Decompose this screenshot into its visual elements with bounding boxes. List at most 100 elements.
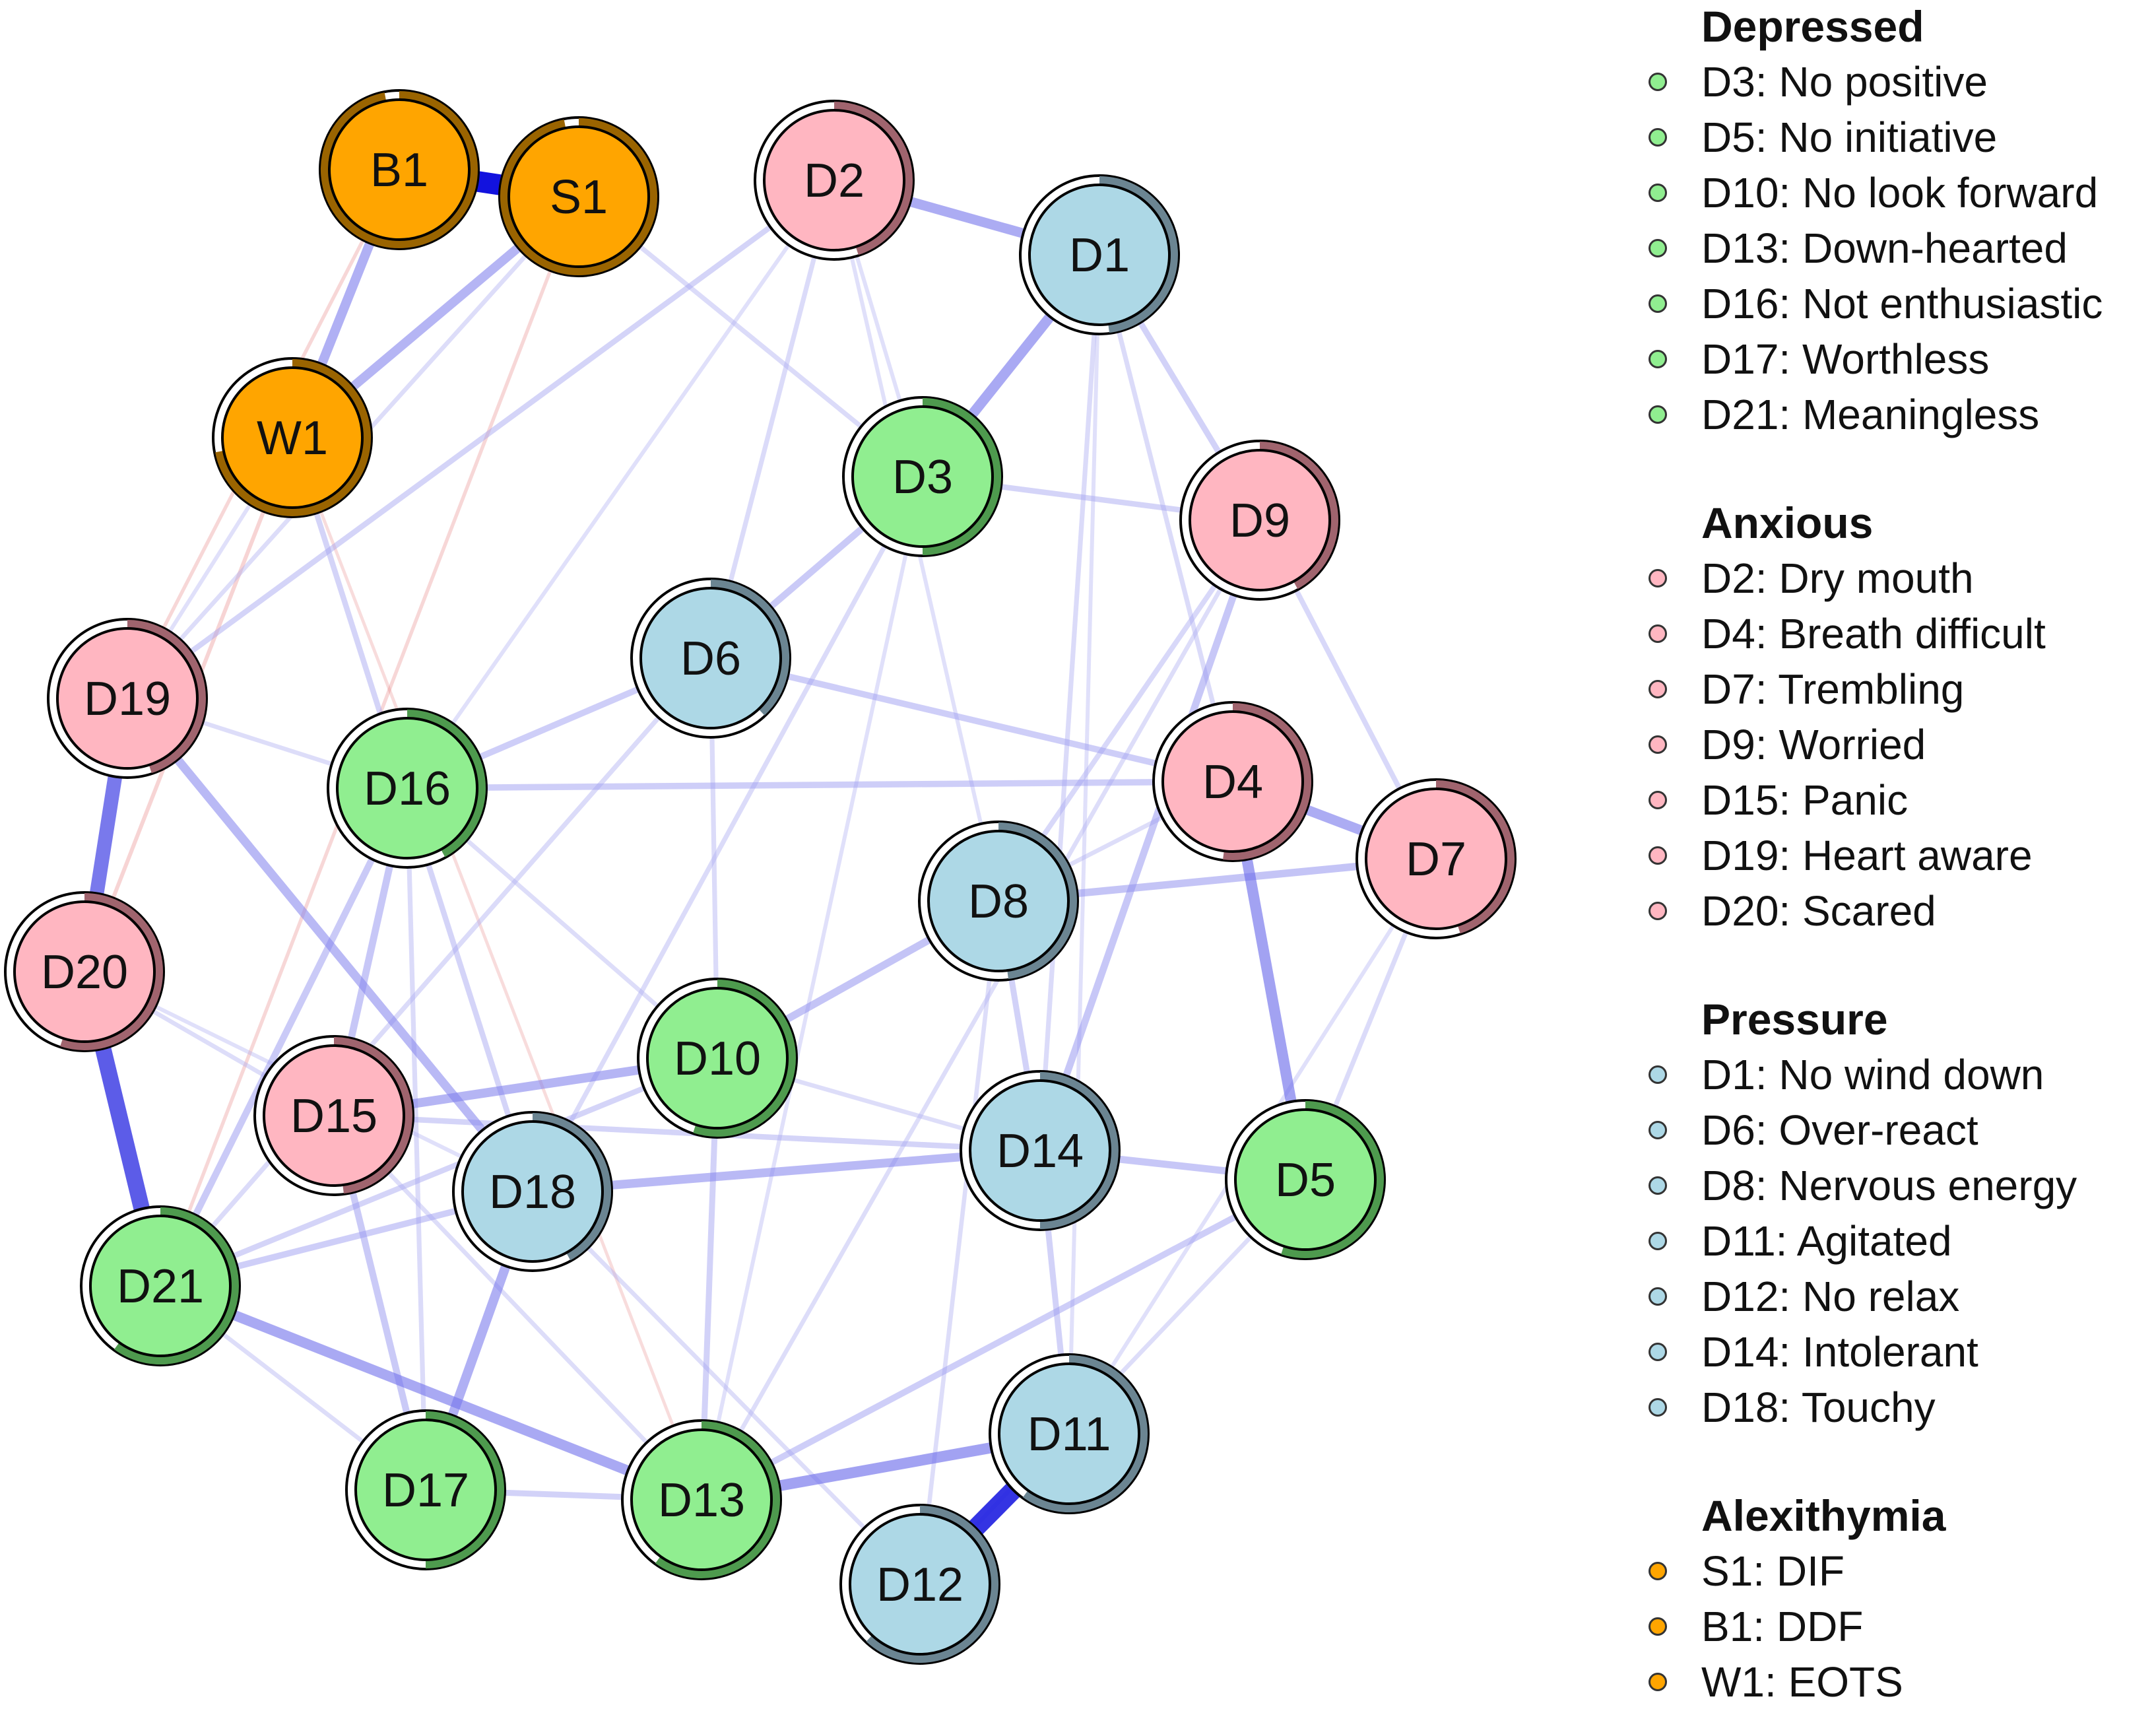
legend-item: D16: Not enthusiastic (1630, 277, 2151, 333)
legend-item-label: D15: Panic (1701, 776, 1909, 824)
edge-D16-D21 (157, 786, 410, 1288)
legend-item: D6: Over-react (1630, 1104, 2151, 1159)
node-D20-pie (60, 893, 163, 1050)
legend-item-label: D21: Meaningless (1701, 391, 2040, 438)
node-D4-label: D4 (1202, 756, 1263, 809)
legend-item-label: D13: Down-hearted (1701, 224, 2068, 272)
node-D13-pie (655, 1421, 780, 1578)
node-D10-pie (693, 980, 796, 1137)
node-D1[interactable]: D1 (1019, 174, 1180, 335)
edge-D9-D14 (1036, 519, 1264, 1152)
node-D8[interactable]: D8 (918, 821, 1079, 982)
node-D12-fill (849, 1513, 991, 1656)
node-D13[interactable]: D13 (621, 1419, 782, 1580)
node-W1-label: W1 (257, 412, 328, 465)
node-W1-fill (221, 366, 364, 509)
legend-item: D14: Intolerant (1630, 1325, 2151, 1381)
edge-D21-D13 (158, 1281, 703, 1505)
edge-D8-D12 (917, 900, 1001, 1585)
node-D14-fill (969, 1079, 1111, 1222)
node-D7[interactable]: D7 (1356, 778, 1517, 939)
node-D16[interactable]: D16 (327, 708, 488, 869)
node-D14[interactable]: D14 (960, 1070, 1121, 1231)
edge-D2-D19 (125, 178, 836, 701)
node-D9-pie (1259, 442, 1338, 589)
legend-item-label: D5: No initiative (1701, 114, 1998, 161)
node-D9-fill (1189, 449, 1331, 591)
node-D7-fill (1365, 788, 1507, 930)
node-D7-label: D7 (1406, 833, 1466, 886)
legend-item: D4: Breath difficult (1630, 607, 2151, 663)
legend-dot-icon (1649, 1121, 1667, 1139)
node-D18[interactable]: D18 (452, 1111, 613, 1272)
legend-dot-icon (1649, 791, 1667, 809)
node-D21[interactable]: D21 (80, 1205, 241, 1366)
node-D3-pie (922, 398, 1001, 555)
node-D17-fill (354, 1419, 497, 1561)
node-D5-fill (1234, 1108, 1377, 1251)
node-D2[interactable]: D2 (754, 100, 915, 261)
node-D19[interactable]: D19 (47, 618, 208, 779)
node-D15-pie (333, 1037, 412, 1194)
legend-dot-icon (1649, 1065, 1667, 1084)
node-D18-fill (461, 1120, 604, 1263)
legend-group-title: Anxious (1701, 498, 1874, 547)
node-W1[interactable]: W1 (212, 357, 373, 518)
node-D9[interactable]: D9 (1179, 440, 1340, 601)
legend-item-label: D9: Worried (1701, 721, 1926, 768)
legend-item-label: D14: Intolerant (1701, 1328, 1978, 1376)
edge-D1-D14 (1037, 254, 1102, 1151)
edge-D16-D2 (405, 179, 836, 789)
legend-item: D13: Down-hearted (1630, 222, 2151, 277)
edge-D10-D21 (159, 1056, 719, 1289)
node-S1-pie (500, 118, 657, 275)
edge-D15-D13 (332, 1114, 703, 1502)
node-D8-fill (927, 830, 1070, 972)
node-D21-pie (114, 1207, 239, 1364)
legend-dot-icon (1649, 405, 1667, 424)
node-D15[interactable]: D15 (253, 1035, 414, 1196)
legend-item-label: D2: Dry mouth (1701, 554, 1974, 602)
node-S1[interactable]: S1 (498, 116, 659, 277)
node-D12[interactable]: D12 (839, 1504, 1000, 1665)
legend-item: D7: Trembling (1630, 663, 2151, 718)
legend-dot-icon (1649, 73, 1667, 91)
legend-item: D8: Nervous energy (1630, 1159, 2151, 1215)
legend-dot-icon (1649, 1398, 1667, 1417)
legend-dot-icon (1649, 1287, 1667, 1306)
edge-D2-D6 (708, 180, 837, 659)
node-D9-label: D9 (1229, 494, 1290, 547)
node-D10[interactable]: D10 (637, 978, 798, 1139)
node-D17-label: D17 (382, 1464, 469, 1517)
node-B1[interactable]: B1 (319, 89, 480, 250)
legend-item-label: B1: DDF (1701, 1603, 1864, 1650)
edge-D3-D13 (700, 476, 925, 1500)
node-D4[interactable]: D4 (1152, 701, 1313, 862)
edge-D18-D12 (531, 1190, 922, 1586)
node-D21-label: D21 (117, 1260, 204, 1313)
edge-D18-D14 (532, 1146, 1041, 1196)
legend-item: D11: Agitated (1630, 1215, 2151, 1270)
node-D20[interactable]: D20 (4, 891, 165, 1052)
node-D6-fill (639, 587, 782, 729)
legend-dot-icon (1649, 184, 1667, 202)
node-D6[interactable]: D6 (630, 578, 791, 739)
legend-group-title: Alexithymia (1701, 1491, 1946, 1540)
node-D17[interactable]: D17 (345, 1409, 506, 1570)
node-D14-pie (1039, 1072, 1119, 1229)
legend-item: D2: Dry mouth (1630, 552, 2151, 607)
node-D3[interactable]: D3 (842, 396, 1003, 557)
legend-dot-icon (1649, 735, 1667, 754)
nodes-layer: B1 S1 W1 D2 D1 D3 D9 D6 D19 D16 D4 D7 D8 D20 D10 D15 D14… (4, 89, 1517, 1665)
edge-D1-D4 (1097, 254, 1235, 782)
legend-item-label: D7: Trembling (1701, 665, 1965, 713)
node-D1-label: D1 (1069, 229, 1130, 282)
legend-item: D20: Scared (1630, 885, 2151, 940)
node-D1-pie (1099, 176, 1178, 333)
legend-item-label: D3: No positive (1701, 58, 1988, 106)
node-D17-pie (425, 1411, 504, 1568)
node-D11-pie (1023, 1355, 1148, 1512)
node-D5[interactable]: D5 (1225, 1099, 1386, 1260)
legend-item-label: D4: Breath difficult (1701, 610, 2046, 657)
node-D11[interactable]: D11 (989, 1353, 1150, 1514)
